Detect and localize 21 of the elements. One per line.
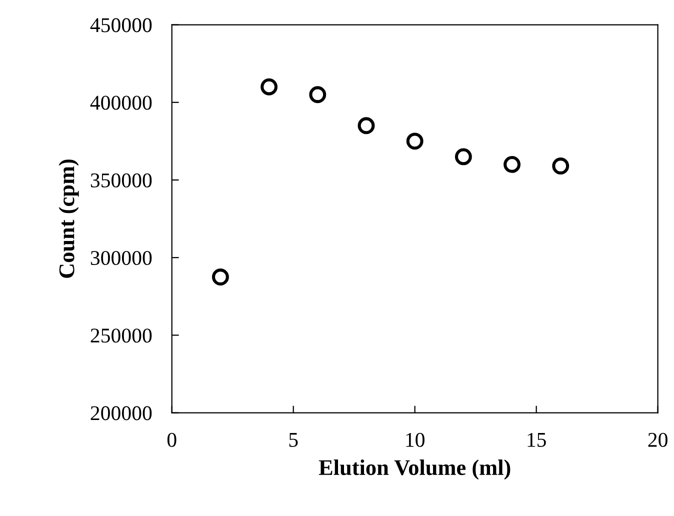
x-axis-title: Elution Volume (ml) [318,459,510,480]
y-tick-label: 250000 [90,328,152,343]
point [406,132,424,150]
y-tick-label: 200000 [90,406,152,420]
point [358,117,375,134]
x-tick-label: 10 [406,432,424,447]
point [212,268,229,286]
x-tick-label: 15 [528,432,546,447]
y-axis-title: Count (cpm) [58,160,79,278]
y-tick-label: 400000 [90,96,152,110]
point [260,78,278,96]
x-tick-label: 5 [289,433,298,447]
y-tick-label: 300000 [90,250,152,266]
y-tick-label: 450000 [90,18,152,32]
point [454,148,472,166]
x-tick-label: 0 [167,432,176,447]
point [309,86,326,104]
point [504,156,521,173]
y-tick-label: 350000 [90,173,152,188]
point [552,158,570,174]
x-tick-label: 20 [648,432,668,447]
